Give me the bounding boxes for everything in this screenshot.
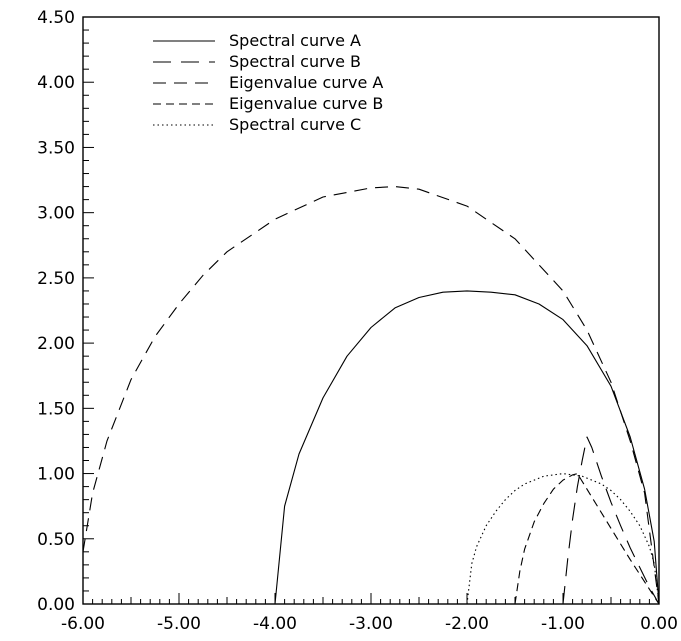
- y-tick-label: 2.00: [37, 334, 75, 354]
- x-tick-label: -1.00: [541, 614, 585, 634]
- series-line-2: [562, 436, 660, 605]
- series-line-3: [82, 186, 660, 605]
- x-tick-label: -2.00: [445, 614, 489, 634]
- legend-label: Spectral curve A: [229, 31, 361, 50]
- y-tick-label: 4.50: [37, 8, 75, 28]
- y-tick-label: 2.50: [37, 269, 75, 289]
- legend-label: Spectral curve B: [229, 52, 361, 71]
- y-tick-label: 3.00: [37, 204, 75, 224]
- y-tick-label: 3.50: [37, 138, 75, 158]
- legend-label: Eigenvalue curve A: [229, 73, 383, 92]
- x-tick-label: -5.00: [157, 614, 201, 634]
- series-line-1: [274, 290, 660, 605]
- axis-ticks: [82, 16, 660, 605]
- y-tick-label: 1.50: [37, 399, 75, 419]
- series-line-5: [466, 473, 660, 605]
- series-layer: [82, 186, 660, 605]
- legend-label: Eigenvalue curve B: [229, 94, 383, 113]
- legend-label: Spectral curve C: [229, 115, 361, 134]
- y-tick-label: 4.00: [37, 73, 75, 93]
- series-line-4: [514, 473, 660, 605]
- x-tick-label: -4.00: [253, 614, 297, 634]
- legend: Spectral curve A Spectral curve B Eigenval…: [153, 31, 383, 134]
- x-tick-label: 0.00: [640, 614, 678, 634]
- y-tick-label: 0.00: [37, 595, 75, 615]
- axis-tick-labels: -6.00 -5.00 -4.00 -3.00 -2.00 -1.00 0.00 0.00 0.…: [37, 8, 678, 634]
- y-tick-label: 1.00: [37, 465, 75, 485]
- x-tick-label: -3.00: [349, 614, 393, 634]
- y-tick-label: 0.50: [37, 530, 75, 550]
- x-tick-label: -6.00: [61, 614, 105, 634]
